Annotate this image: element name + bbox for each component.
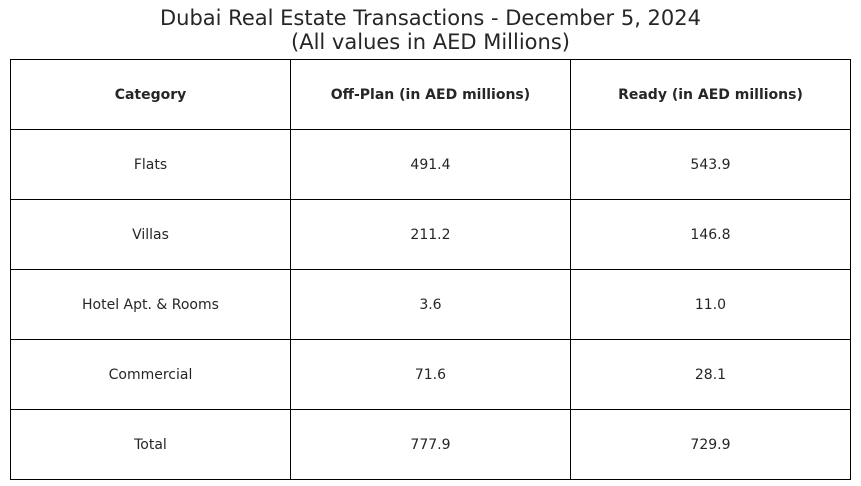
category-cell: Hotel Apt. & Rooms [10, 269, 291, 340]
off-plan-cell: 3.6 [289, 269, 571, 340]
table-row: Hotel Apt. & Rooms 3.6 11.0 [10, 269, 852, 340]
table-row: Commercial 71.6 28.1 [10, 339, 852, 410]
category-cell: Commercial [10, 339, 291, 410]
ready-cell: 28.1 [569, 339, 852, 410]
ready-cell: 146.8 [569, 199, 852, 270]
off-plan-cell: 491.4 [289, 129, 571, 200]
ready-cell: 729.9 [569, 409, 852, 480]
chart-subtitle: (All values in AED Millions) [291, 30, 570, 54]
transactions-table: Category Off-Plan (in AED millions) Read… [10, 59, 852, 480]
off-plan-cell: 71.6 [289, 339, 571, 410]
category-cell: Flats [10, 129, 291, 200]
off-plan-cell: 211.2 [289, 199, 571, 270]
chart-title-block: Dubai Real Estate Transactions - Decembe… [0, 6, 861, 54]
chart-title: Dubai Real Estate Transactions - Decembe… [159, 6, 701, 30]
table-row: Villas 211.2 146.8 [10, 199, 852, 270]
category-cell: Total [10, 409, 291, 480]
table-header-row: Category Off-Plan (in AED millions) Read… [10, 59, 852, 130]
ready-cell: 11.0 [569, 269, 852, 340]
column-header-category: Category [10, 59, 291, 130]
column-header-off-plan: Off-Plan (in AED millions) [289, 59, 571, 130]
table-row: Flats 491.4 543.9 [10, 129, 852, 200]
table-row: Total 777.9 729.9 [10, 409, 852, 480]
off-plan-cell: 777.9 [289, 409, 571, 480]
column-header-ready: Ready (in AED millions) [569, 59, 852, 130]
category-cell: Villas [10, 199, 291, 270]
ready-cell: 543.9 [569, 129, 852, 200]
